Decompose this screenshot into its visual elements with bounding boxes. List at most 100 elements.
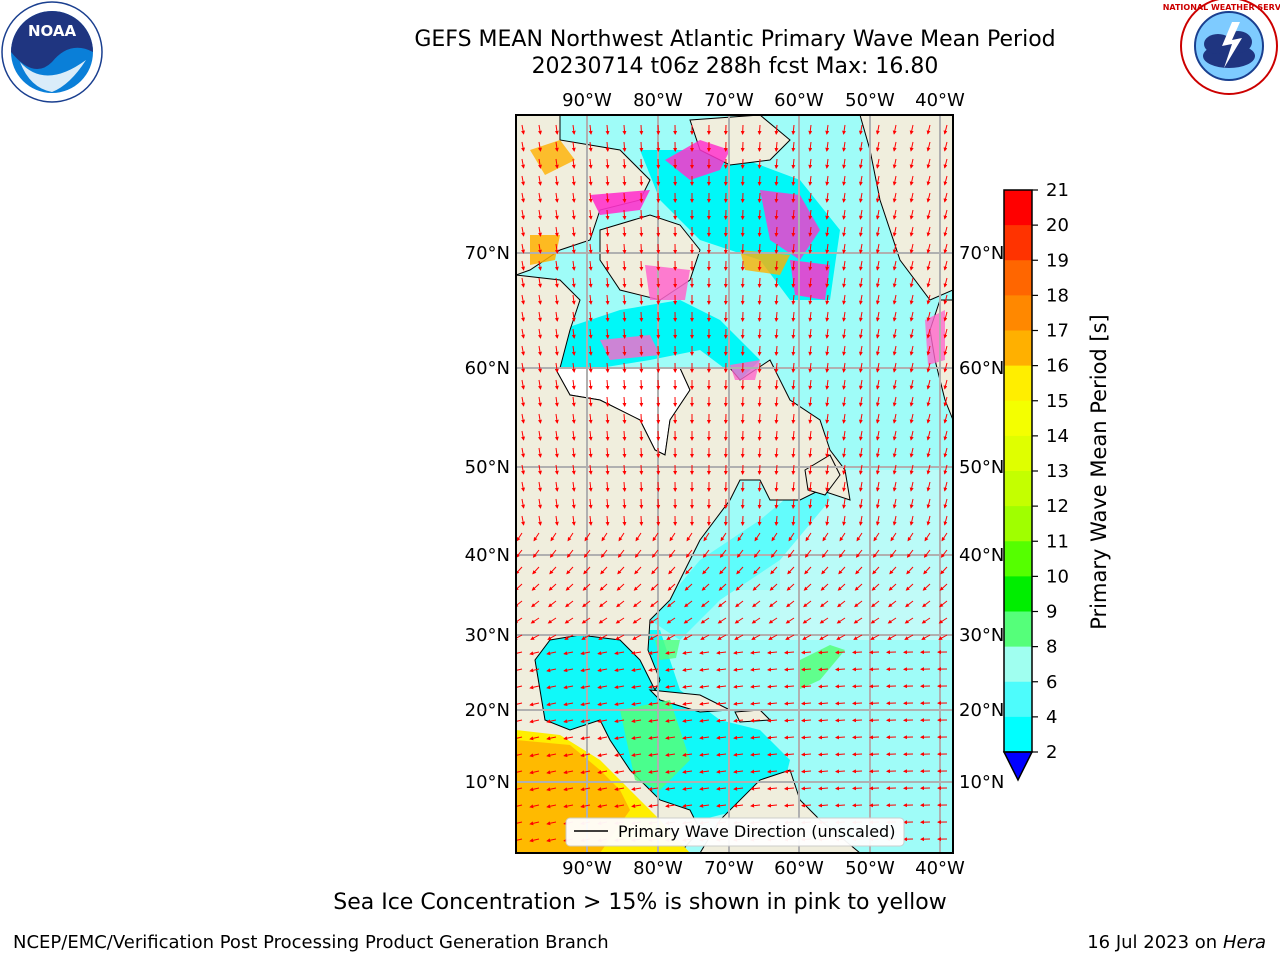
wave-arrow (808, 141, 813, 152)
wave-arrow (858, 328, 863, 339)
wave-arrow (538, 175, 542, 186)
wave-arrow (892, 294, 897, 305)
wave-arrow (825, 328, 830, 339)
wave-arrow (871, 600, 880, 608)
wave-arrow (516, 787, 523, 792)
colorbar-tick-label: 18 (1046, 285, 1069, 306)
wave-arrow (685, 566, 693, 575)
wave-arrow (875, 413, 880, 424)
wave-arrow (825, 209, 830, 220)
wave-arrow (521, 481, 526, 492)
wave-arrow (808, 362, 813, 373)
colorbar-label: Primary Wave Mean Period [s] (1087, 314, 1111, 630)
wave-arrow (618, 532, 625, 542)
wave-arrow (801, 786, 812, 791)
wave-arrow (531, 583, 540, 591)
wave-arrow (858, 362, 863, 373)
wave-arrow (784, 769, 795, 774)
wave-arrow (852, 701, 863, 706)
wave-arrow (538, 345, 542, 356)
lat-label-left: 50°N (465, 457, 510, 478)
wave-arrow (622, 124, 627, 135)
wave-arrow (699, 803, 710, 808)
wave-arrow (825, 124, 830, 135)
noaa-logo-icon: NOAA (1, 1, 103, 103)
wave-arrow (943, 515, 948, 526)
wave-arrow (649, 617, 659, 624)
wave-arrow (784, 786, 795, 791)
wave-arrow (905, 583, 914, 591)
wave-arrow (538, 260, 542, 271)
wave-arrow (665, 803, 676, 808)
wave-arrow (767, 701, 778, 706)
wave-arrow (875, 328, 880, 339)
wave-arrow (875, 209, 880, 220)
wave-arrow (835, 786, 846, 791)
wave-arrow (892, 311, 897, 322)
wave-arrow (825, 362, 830, 373)
wave-arrow (767, 769, 778, 774)
wave-arrow (571, 260, 576, 271)
wave-arrow (571, 192, 576, 203)
wave-arrow (858, 311, 863, 322)
lon-label-top: 80°W (633, 90, 683, 111)
wave-arrow (699, 684, 710, 689)
wave-arrow (753, 566, 761, 575)
wave-arrow (547, 617, 557, 624)
wave-arrow (825, 294, 830, 305)
wave-arrow (774, 294, 779, 305)
wave-arrow (875, 362, 880, 373)
wave-arrow (521, 413, 526, 424)
wave-arrow (605, 141, 610, 152)
wave-arrow (784, 667, 795, 672)
wave-arrow (818, 803, 829, 808)
wave-arrow (554, 311, 559, 322)
wave-arrow (703, 532, 710, 542)
wave-arrow (842, 413, 847, 424)
wave-arrow (821, 566, 829, 575)
wave-arrow (892, 413, 897, 424)
wave-arrow (808, 413, 813, 424)
wave-arrow (571, 124, 576, 135)
wave-arrow (622, 498, 627, 509)
wave-arrow (858, 345, 863, 356)
wave-arrow (791, 260, 796, 271)
lon-label-bottom: 40°W (915, 858, 965, 879)
wave-arrow (786, 583, 795, 591)
wave-arrow (737, 532, 744, 542)
wave-arrow (614, 668, 625, 673)
wave-arrow (538, 311, 542, 322)
wave-arrow (639, 498, 644, 509)
wave-arrow (838, 549, 846, 558)
wave-arrow (701, 600, 710, 608)
wave-arrow (554, 379, 559, 390)
wave-arrow (554, 413, 559, 424)
wave-arrow (872, 566, 880, 575)
wave-arrow (871, 583, 880, 591)
wave-arrow (808, 515, 813, 526)
wave-arrow (892, 328, 897, 339)
wave-arrow (757, 192, 762, 203)
wave-arrow (521, 175, 526, 186)
wave-arrow (791, 209, 796, 220)
wave-arrow (926, 413, 931, 424)
wave-arrow (892, 362, 897, 373)
wave-arrow (926, 464, 931, 475)
wave-arrow (858, 260, 863, 271)
wave-arrow (791, 243, 796, 254)
wave-arrow (858, 430, 863, 441)
wave-arrow (825, 396, 830, 407)
wave-arrow (926, 379, 931, 390)
wave-arrow (808, 430, 813, 441)
wave-arrow (858, 192, 863, 203)
wave-arrow (521, 141, 526, 152)
wave-arrow (614, 770, 625, 775)
wave-arrow (580, 753, 591, 758)
wave-arrow (803, 600, 812, 608)
wave-arrow (757, 447, 762, 458)
wave-arrow (909, 481, 914, 492)
wave-arrow (614, 702, 625, 707)
wave-arrow (639, 345, 644, 356)
wave-arrow (774, 430, 779, 441)
wave-arrow (554, 124, 559, 135)
